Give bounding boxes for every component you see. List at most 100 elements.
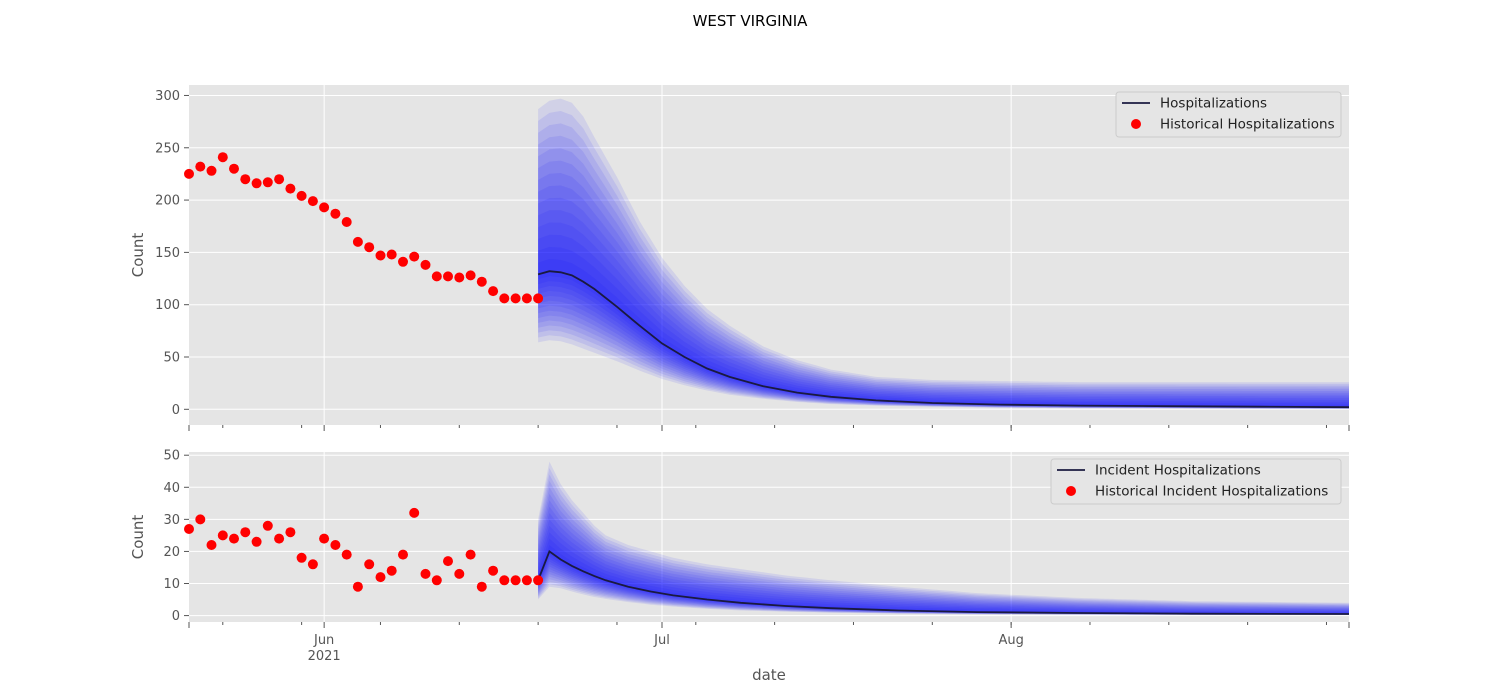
historical-point	[521, 575, 532, 586]
historical-point	[274, 174, 285, 185]
historical-point	[319, 202, 330, 213]
y-tick-label: 50	[163, 351, 180, 366]
historical-point	[443, 271, 453, 282]
historical-point	[195, 161, 206, 172]
y-tick-label: 300	[155, 89, 180, 104]
forecast-median-line	[537, 549, 1349, 615]
historical-point	[431, 575, 442, 586]
historical-point	[352, 236, 363, 247]
historical-point	[341, 549, 352, 560]
historical-point	[217, 152, 228, 163]
historical-point	[443, 556, 453, 567]
legend-box	[1050, 458, 1342, 505]
historical-point	[296, 552, 307, 563]
legend-entry-forecast: Hospitalizations	[1160, 96, 1267, 112]
historical-point	[184, 524, 194, 534]
y-tick-label: 250	[155, 141, 180, 156]
historical-point	[364, 242, 375, 253]
y-tick-label: 100	[155, 298, 180, 313]
legend: Hospitalizations Historical Hospitalizati…	[1115, 91, 1342, 138]
historical-point	[476, 276, 487, 287]
historical-point	[274, 533, 285, 544]
x-tick-label: Jul	[653, 633, 670, 648]
historical-point	[330, 208, 341, 219]
historical-point	[465, 270, 476, 281]
historical-point	[319, 533, 330, 544]
historical-point	[454, 272, 465, 283]
x-tick-label: Jun 2021	[308, 633, 341, 664]
historical-point	[488, 286, 499, 297]
y-tick-label: 0	[172, 609, 180, 624]
historical-point	[262, 177, 273, 188]
x-tick-label: Aug	[998, 633, 1023, 648]
y-tick-label: 30	[163, 513, 180, 528]
legend-entry-forecast: Incident Hospitalizations	[1095, 463, 1261, 479]
historical-point	[330, 540, 341, 550]
historical-point	[341, 217, 352, 227]
historical-point	[240, 527, 251, 538]
forecast-band	[538, 480, 1349, 615]
historical-point	[533, 293, 544, 304]
y-axis-label: Count	[129, 233, 147, 278]
historical-point	[488, 565, 499, 576]
historical-point	[307, 196, 318, 207]
forecast-band	[538, 487, 1349, 615]
forecast-band	[538, 500, 1349, 615]
forecast-median-line	[537, 270, 1349, 409]
historical-point	[285, 527, 296, 538]
historical-point	[420, 259, 431, 270]
y-tick-label: 40	[163, 481, 180, 496]
historical-point	[454, 568, 465, 579]
historical-point	[285, 183, 296, 194]
y-tick-label: 20	[163, 545, 180, 560]
historical-point	[409, 251, 420, 262]
historical-point	[206, 540, 217, 550]
historical-point	[375, 250, 386, 261]
historical-point	[510, 293, 521, 304]
legend-box	[1115, 91, 1342, 138]
historical-point	[398, 256, 408, 267]
historical-point	[499, 293, 510, 304]
historical-point	[364, 559, 375, 570]
hospitalizations-panel: 050100150200250300CountHospitalizationsH…	[129, 85, 1350, 431]
incident-hospitalizations-panel: 0 10 20 30 40 50 Jun 2021 Jul Aug Count Incident Ho…	[129, 449, 1350, 664]
historical-point	[375, 572, 386, 583]
historical-point	[206, 165, 217, 176]
historical-point	[352, 581, 363, 592]
historical-point	[307, 559, 318, 570]
forecast-band	[538, 512, 1349, 615]
historical-point	[420, 568, 431, 579]
y-tick-label: 200	[155, 194, 180, 209]
historical-point	[476, 581, 487, 592]
historical-point	[431, 271, 442, 282]
historical-point	[465, 549, 476, 560]
historical-point	[240, 174, 251, 185]
historical-point	[386, 249, 397, 260]
forecast-band	[538, 506, 1349, 615]
forecast-band	[538, 474, 1349, 615]
historical-point	[499, 575, 510, 586]
legend: Incident Hospitalizations Historical Inci…	[1050, 458, 1342, 505]
historical-point	[510, 575, 521, 586]
historical-point	[229, 163, 239, 174]
historical-point	[409, 507, 420, 518]
historical-point	[386, 565, 397, 576]
forecast-bands	[538, 461, 1349, 615]
historical-point	[184, 168, 194, 179]
historical-point	[533, 575, 544, 586]
historical-point	[217, 530, 228, 541]
historical-point	[229, 533, 239, 544]
legend-marker-swatch	[1131, 119, 1141, 129]
legend-entry-historical: Historical Hospitalizations	[1160, 117, 1335, 133]
historical-point	[521, 293, 532, 304]
y-axis-label: Count	[129, 515, 147, 560]
legend-entry-historical: Historical Incident Hospitalizations	[1095, 484, 1328, 500]
historical-point	[262, 520, 273, 531]
historical-point	[195, 514, 206, 525]
legend-marker-swatch	[1066, 486, 1076, 496]
historical-points	[184, 507, 544, 592]
y-tick-label: 0	[172, 403, 180, 418]
historical-point	[251, 536, 262, 547]
historical-points	[184, 152, 544, 304]
